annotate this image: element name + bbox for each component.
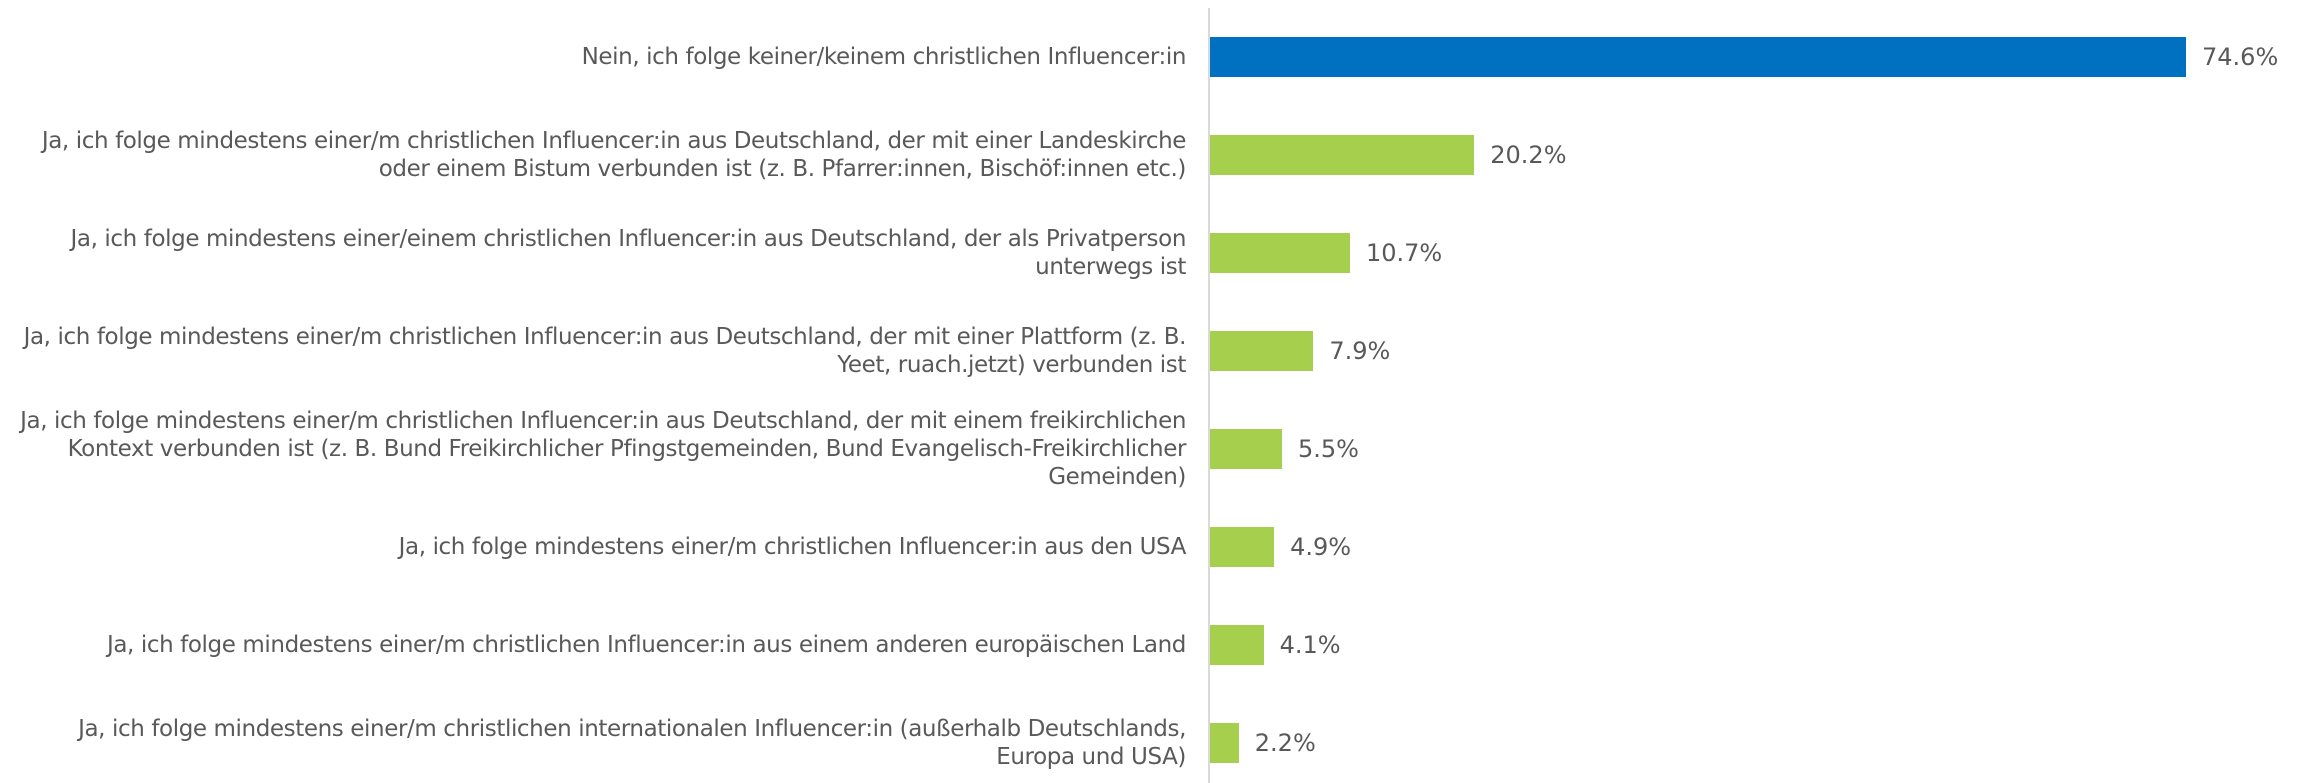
axis-line xyxy=(1208,8,1210,783)
value-label: 20.2% xyxy=(1490,141,1567,169)
value-label: 10.7% xyxy=(1365,239,1443,267)
category-label: Ja, ich folge mindestens einer/m christl… xyxy=(78,716,1186,770)
category-label: Ja, ich folge mindestens einer/m christl… xyxy=(398,534,1187,560)
category-label: Ja, ich folge mindestens einer/einem chr… xyxy=(70,226,1187,280)
category-label: Ja, ich folge mindestens einer/m christl… xyxy=(23,324,1187,378)
bar xyxy=(1210,37,2186,77)
value-label: 4.1% xyxy=(1279,631,1341,659)
bar xyxy=(1210,723,1239,763)
bar xyxy=(1210,625,1264,665)
value-label: 5.5% xyxy=(1297,435,1359,463)
value-label: 7.9% xyxy=(1329,337,1391,365)
category-label: Nein, ich folge keiner/keinem christlich… xyxy=(581,44,1187,70)
value-label: 4.9% xyxy=(1290,533,1352,561)
bar xyxy=(1210,331,1314,371)
bar xyxy=(1210,527,1275,567)
category-label: Ja, ich folge mindestens einer/m christl… xyxy=(20,408,1186,490)
category-label: Ja, ich folge mindestens einer/m christl… xyxy=(41,128,1187,182)
bar xyxy=(1210,233,1350,273)
value-label: 74.6% xyxy=(2202,43,2279,71)
category-label: Ja, ich folge mindestens einer/m christl… xyxy=(106,632,1186,658)
value-label: 2.2% xyxy=(1254,729,1316,757)
bar xyxy=(1210,135,1475,175)
bar xyxy=(1210,429,1282,469)
